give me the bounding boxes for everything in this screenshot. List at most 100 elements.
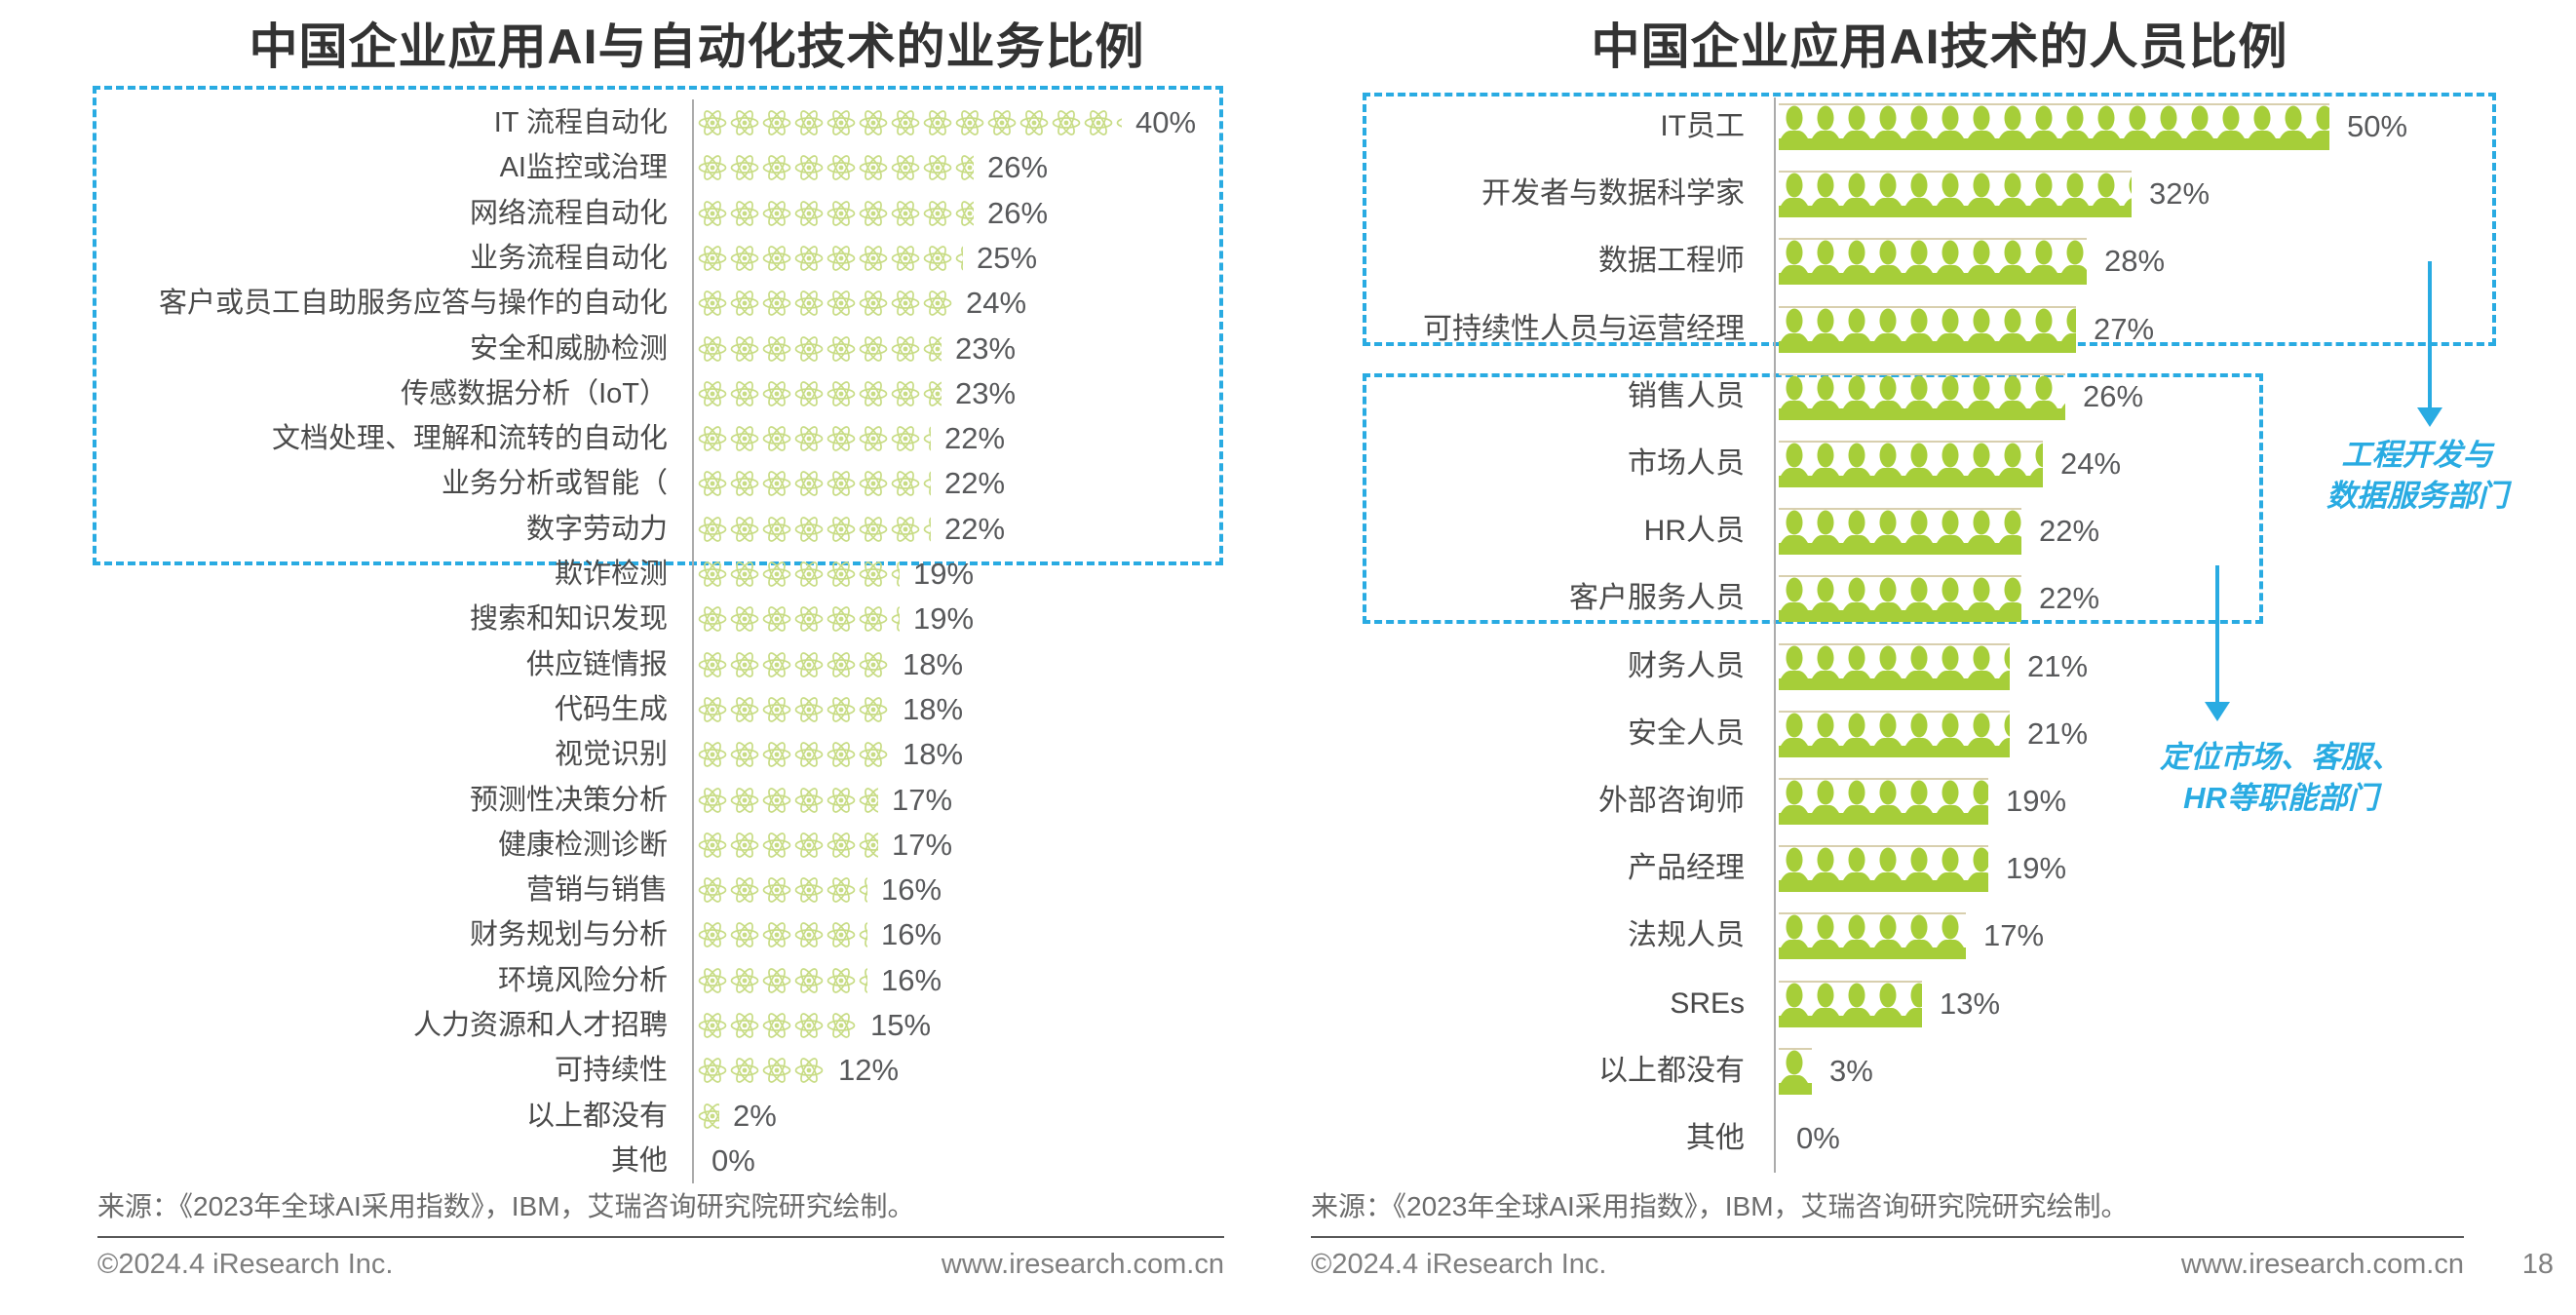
left-chart-title: 中国企业应用AI与自动化技术的业务比例 xyxy=(249,19,1145,74)
atom-icon xyxy=(859,290,888,316)
right-row-bar xyxy=(1779,1048,1840,1095)
left-row-value: 26% xyxy=(987,196,1049,230)
right-chart-axis xyxy=(1774,97,1776,1173)
atom-icon xyxy=(827,788,856,813)
left-row-bar xyxy=(698,242,963,275)
people-bar xyxy=(1779,575,2027,622)
atom-icon xyxy=(762,561,791,587)
right-row-value: 19% xyxy=(2006,784,2067,818)
atom-icon xyxy=(794,742,824,767)
atom-icon xyxy=(859,968,867,993)
left-row-value: 23% xyxy=(955,376,1017,410)
right-row-value: 27% xyxy=(2094,312,2155,346)
atom-icon xyxy=(827,968,856,993)
atom-icon xyxy=(730,652,759,677)
atom-icon xyxy=(827,471,856,496)
people-bar xyxy=(1779,306,2090,353)
atom-icon xyxy=(730,697,759,722)
right-row-bar xyxy=(1779,575,2027,622)
atom-icon xyxy=(698,471,727,496)
right-row-label: 产品经理 xyxy=(1628,852,1745,884)
right-row-value: 24% xyxy=(2060,446,2122,481)
right-row-label: SREs xyxy=(1670,987,1745,1020)
left-row-label: 欺诈检测 xyxy=(554,559,668,590)
atom-icon xyxy=(730,246,759,271)
left-row-bar xyxy=(698,964,867,997)
left-row-label: IT 流程自动化 xyxy=(493,107,668,138)
right-row-label: 安全人员 xyxy=(1628,717,1745,750)
atom-icon xyxy=(698,742,727,767)
atom-icon xyxy=(698,1013,727,1038)
atom-icon xyxy=(859,426,888,451)
page-number: 18 xyxy=(2521,1249,2554,1280)
atom-icon xyxy=(923,336,942,362)
atom-icon xyxy=(827,606,856,632)
atom-icon xyxy=(698,290,727,316)
website-left: www.iresearch.com.cn xyxy=(941,1249,1224,1280)
atom-icon xyxy=(859,246,888,271)
atom-icon xyxy=(762,426,791,451)
right-row-label: 客户服务人员 xyxy=(1569,582,1745,614)
atom-icon xyxy=(698,788,727,813)
left-row-value: 12% xyxy=(838,1053,900,1087)
atom-icon xyxy=(698,201,727,226)
atom-icon xyxy=(730,336,759,362)
left-row-bar xyxy=(698,784,878,817)
atom-icon xyxy=(730,201,759,226)
atom-icon xyxy=(698,652,727,677)
atom-icon xyxy=(987,110,1017,135)
right-row-value: 21% xyxy=(2027,649,2089,683)
right-row-label: 法规人员 xyxy=(1628,919,1745,951)
left-row-label: 以上都没有 xyxy=(525,1101,668,1132)
left-row-bar xyxy=(698,422,931,455)
atom-icon xyxy=(794,336,824,362)
atom-icon xyxy=(1052,110,1081,135)
atom-icon xyxy=(730,471,759,496)
down-arrow-icon xyxy=(2215,565,2219,704)
people-bar xyxy=(1779,981,1934,1027)
left-row-bar xyxy=(698,873,867,907)
annotation-line: 工程开发与 xyxy=(2341,438,2493,472)
atom-icon xyxy=(891,561,900,587)
atom-icon xyxy=(730,1013,759,1038)
atom-icon xyxy=(730,877,759,903)
left-row-value: 22% xyxy=(944,466,1006,500)
left-row-bar xyxy=(698,513,931,546)
atom-icon xyxy=(794,471,824,496)
atom-icon xyxy=(891,110,920,135)
atom-icon xyxy=(923,110,952,135)
left-row-value: 2% xyxy=(733,1099,777,1133)
right-row-value: 3% xyxy=(1829,1054,1873,1088)
copyright-left: ©2024.4 iResearch Inc. xyxy=(97,1249,394,1280)
atom-icon xyxy=(827,381,856,406)
left-source-note: 来源：《2023年全球AI采用指数》，IBM，艾瑞咨询研究院研究绘制。 xyxy=(97,1191,915,1221)
atom-icon xyxy=(762,652,791,677)
right-row-label: 销售人员 xyxy=(1628,380,1745,412)
atom-icon xyxy=(794,697,824,722)
atom-icon xyxy=(762,517,791,542)
left-highlight-box xyxy=(93,86,1223,565)
right-row-value: 13% xyxy=(1940,986,2001,1021)
atom-icon xyxy=(762,1013,791,1038)
left-row-value: 22% xyxy=(944,421,1006,455)
right-row-value: 22% xyxy=(2039,581,2100,615)
atom-icon xyxy=(698,336,727,362)
left-row-value: 26% xyxy=(987,150,1049,184)
left-row-label: 搜索和知识发现 xyxy=(469,603,668,635)
people-bar xyxy=(1779,1048,1840,1095)
atom-icon xyxy=(794,201,824,226)
atom-icon xyxy=(698,606,727,632)
atom-icon xyxy=(955,155,974,180)
left-row-bar xyxy=(698,648,889,681)
atom-icon xyxy=(859,201,888,226)
left-row-label: 视觉识别 xyxy=(554,739,668,770)
atom-icon xyxy=(827,652,856,677)
right-row-bar xyxy=(1779,643,2027,690)
left-row-bar xyxy=(698,106,1122,139)
left-row-value: 16% xyxy=(881,872,942,907)
atom-icon xyxy=(923,201,952,226)
people-bar xyxy=(1779,171,2152,217)
atom-icon xyxy=(859,877,867,903)
down-arrow-icon xyxy=(2205,702,2230,721)
atom-icon xyxy=(859,922,867,948)
